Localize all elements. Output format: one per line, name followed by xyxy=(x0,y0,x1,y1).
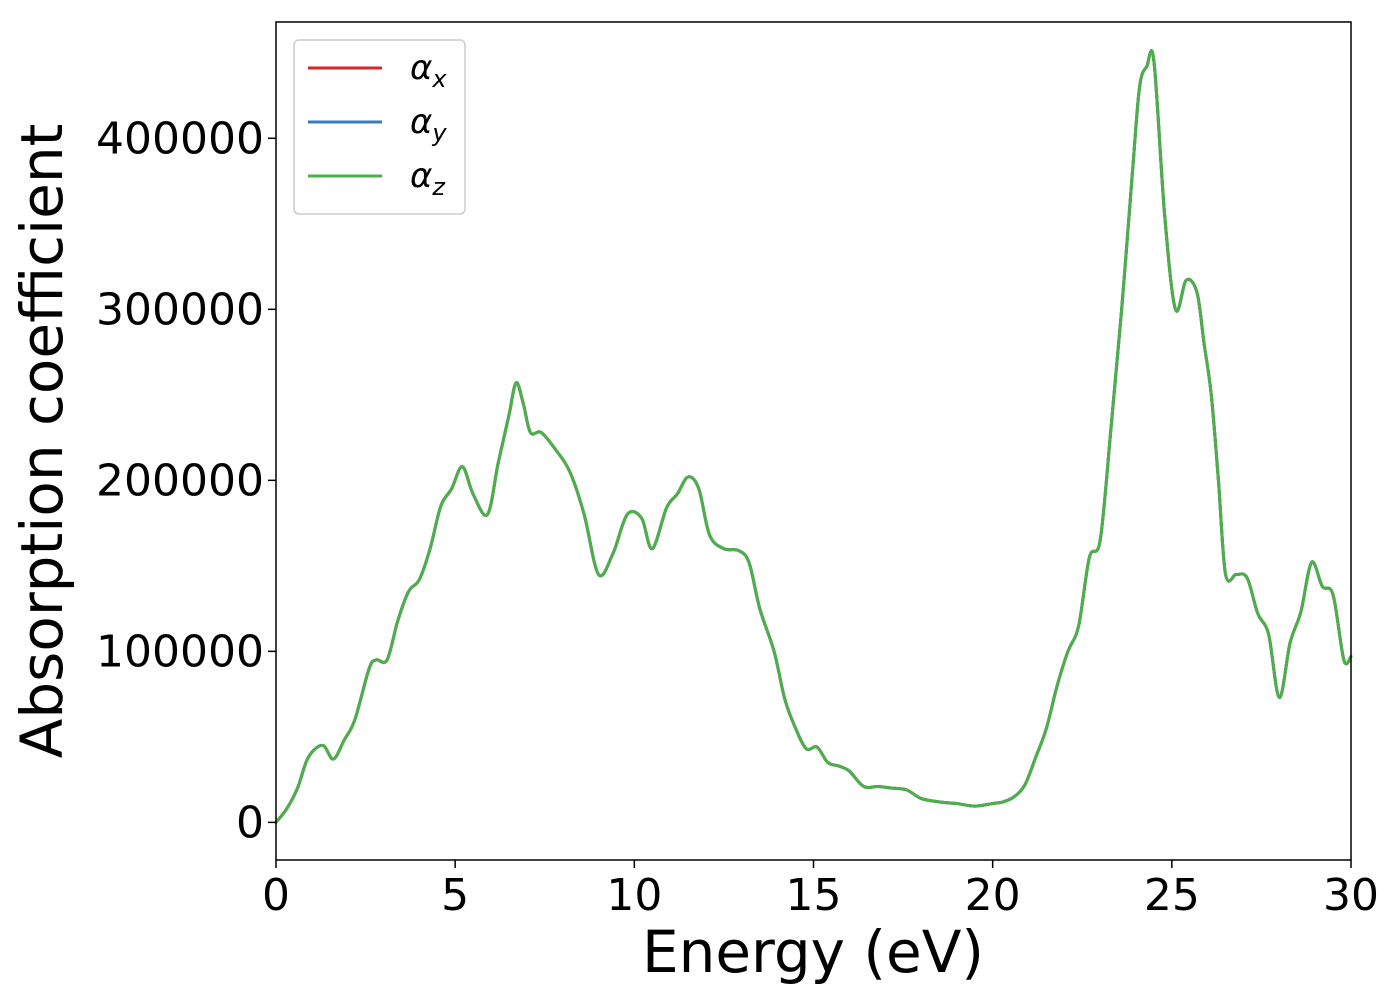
x-tick-label: 15 xyxy=(786,870,842,921)
series-lines xyxy=(274,49,1353,824)
y-tick-label: 100000 xyxy=(96,626,264,677)
x-tick-label: 20 xyxy=(965,870,1021,921)
legend-label-x: αx xyxy=(410,48,447,93)
x-axis-label: Energy (eV) xyxy=(642,918,984,986)
x-tick-label: 0 xyxy=(262,870,290,921)
series-line-z xyxy=(274,49,1353,824)
y-tick-label: 200000 xyxy=(96,455,264,506)
x-tick-label: 30 xyxy=(1323,870,1379,921)
y-tick-label: 300000 xyxy=(96,284,264,335)
y-tick-label: 400000 xyxy=(96,113,264,164)
x-axis-ticks: 0 5 10 15 20 25 30 xyxy=(262,860,1379,921)
y-axis-ticks: 0 100000 200000 300000 400000 xyxy=(96,113,276,848)
x-tick-label: 25 xyxy=(1144,870,1200,921)
x-tick-label: 5 xyxy=(441,870,469,921)
legend-label-z: αz xyxy=(410,156,446,201)
legend-label-y: αy xyxy=(410,102,447,147)
legend-box xyxy=(293,39,466,215)
legend: αx αy αz xyxy=(293,39,466,215)
y-axis-label: Absorption coefficient xyxy=(8,124,76,759)
x-tick-label: 10 xyxy=(606,870,662,921)
y-tick-label: 0 xyxy=(236,797,264,848)
